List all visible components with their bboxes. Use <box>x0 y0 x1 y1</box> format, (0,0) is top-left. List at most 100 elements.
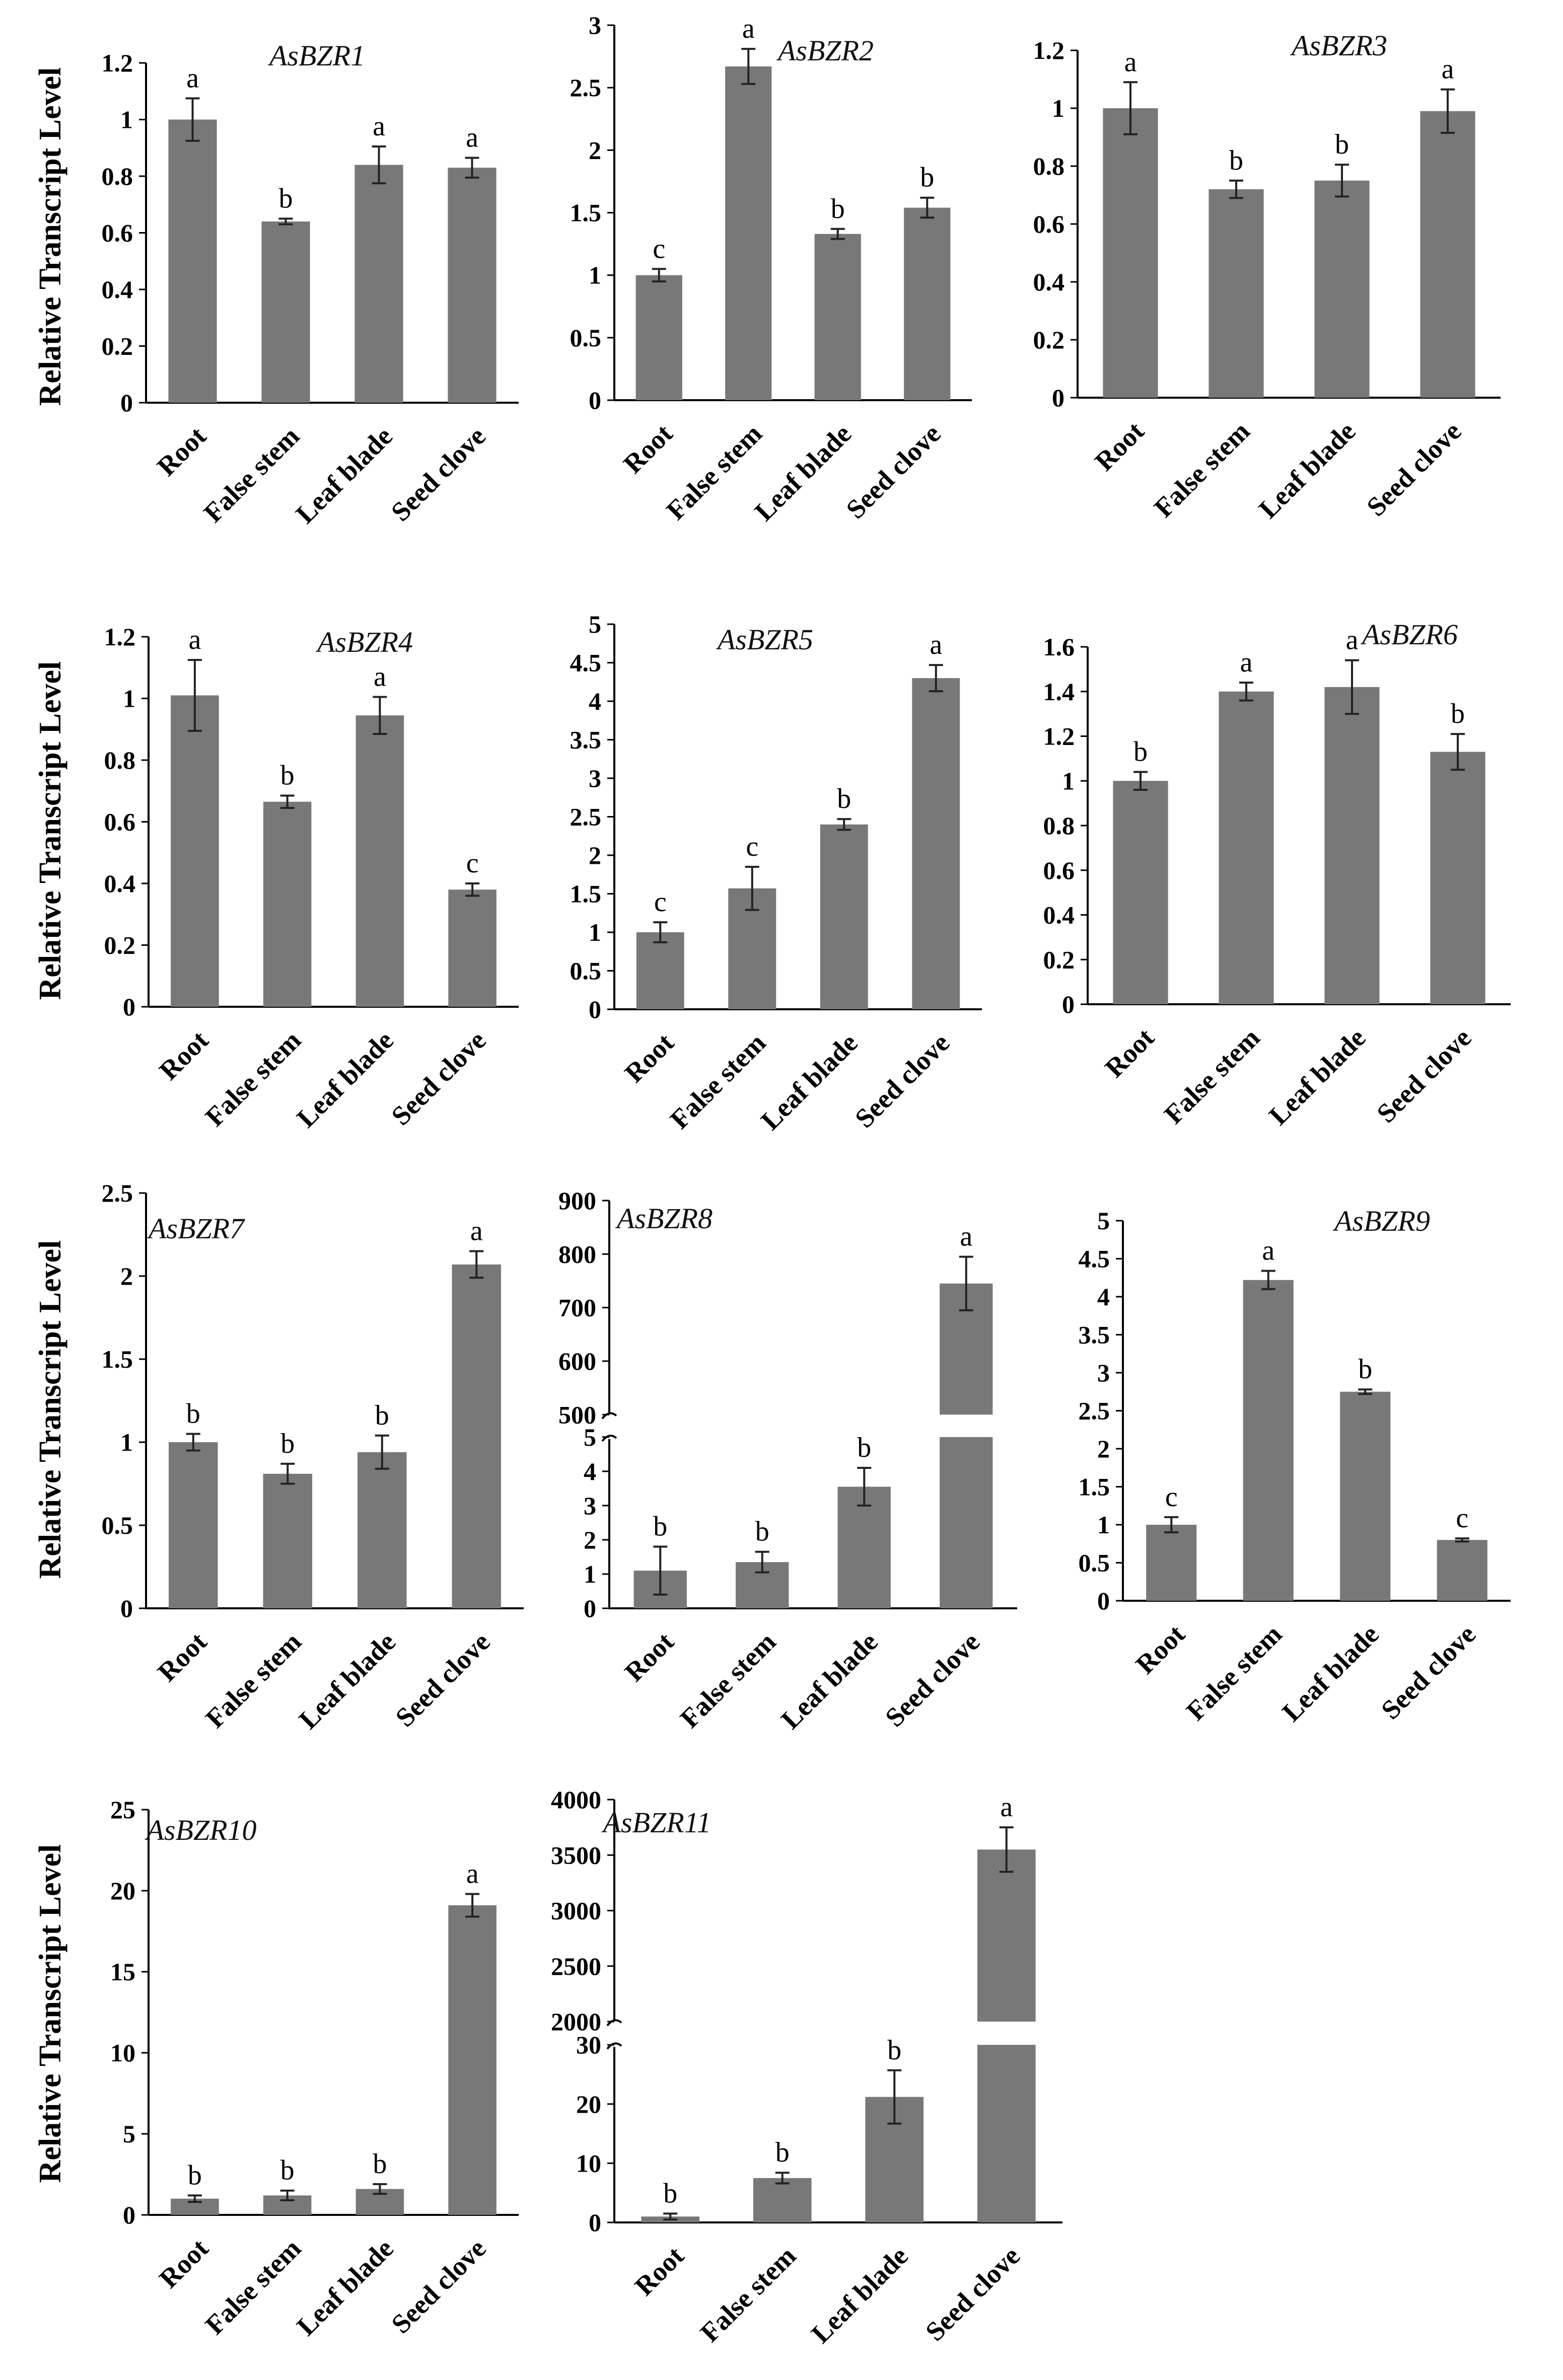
significance-letter: c <box>1165 1481 1178 1513</box>
y-tick-label: 2 <box>584 1526 596 1554</box>
chart-AsBZR4: 0 0.2 0.4 0.6 0.8 1 1.2 a Root b False stem a Leaf b… <box>104 623 519 1133</box>
significance-letter: b <box>831 193 845 225</box>
bar <box>837 1486 891 1608</box>
bar <box>448 889 496 1007</box>
significance-letter: b <box>837 783 851 814</box>
y-tick-label: 1 <box>589 261 601 289</box>
bar <box>1314 180 1370 398</box>
y-tick-label: 1.5 <box>1079 1473 1110 1501</box>
y-tick-label: 1 <box>1052 94 1064 122</box>
bar <box>168 119 217 403</box>
x-tick-label: Seed clove <box>386 2233 492 2339</box>
significance-letter: a <box>1240 647 1253 678</box>
chart-AsBZR5: 0 0.5 1 1.5 2 2.5 3 3.5 4 4.5 5 c Root c False stem b Le… <box>570 610 982 1136</box>
y-tick-label: 4.5 <box>570 649 602 677</box>
bar <box>820 824 868 1009</box>
y-tick-label: 0 <box>1062 990 1075 1018</box>
significance-letter: c <box>466 848 479 879</box>
bar <box>1113 781 1168 1004</box>
bar <box>358 1452 407 1608</box>
x-tick-label: Leaf blade <box>755 1027 863 1136</box>
axis-break-mark <box>601 1412 617 1420</box>
y-tick-label: 4 <box>584 1457 596 1485</box>
y-tick-label: 5 <box>584 1423 596 1451</box>
y-tick-label: 0.5 <box>1079 1549 1110 1577</box>
y-tick-label: 1 <box>123 685 135 713</box>
y-tick-label: 1.5 <box>102 1345 133 1373</box>
bar <box>1430 752 1485 1004</box>
chart-title: AsBZR9 <box>1332 1205 1430 1237</box>
y-tick-label: 700 <box>558 1294 596 1322</box>
significance-letter: b <box>857 1432 871 1463</box>
y-tick-label: 2.5 <box>1079 1397 1110 1425</box>
y-tick-label: 3 <box>589 11 601 39</box>
bar <box>1146 1525 1197 1601</box>
x-tick-label: Leaf blade <box>1253 416 1361 524</box>
y-tick-label: 3.5 <box>1079 1321 1110 1349</box>
y-tick-label: 2000 <box>551 2007 601 2036</box>
y-tick-label: 30 <box>576 2031 601 2059</box>
y-tick-label: 10 <box>110 2039 135 2067</box>
y-tick-label: 25 <box>110 1796 135 1824</box>
y-tick-label: 0.5 <box>570 957 602 985</box>
y-tick-label: 0.2 <box>1043 945 1075 974</box>
bar <box>725 66 772 400</box>
chart-AsBZR9: 0 0.5 1 1.5 2 2.5 3 3.5 4 4.5 5 c Root a False stem b Le… <box>1079 1205 1511 1727</box>
y-tick-label: 600 <box>558 1347 596 1375</box>
y-tick-label: 0 <box>123 2201 135 2229</box>
significance-letter: b <box>279 183 293 214</box>
y-tick-label: 1 <box>584 1560 596 1588</box>
y-tick-label: 2 <box>1097 1435 1110 1463</box>
x-tick-label: Seed clove <box>1361 416 1467 522</box>
y-tick-label: 2 <box>120 1262 133 1290</box>
x-tick-label: Leaf blade <box>1276 1619 1384 1727</box>
y-axis-title: Relative Transcript Level <box>33 661 67 1000</box>
bar <box>448 1905 496 2215</box>
bar <box>1243 1280 1294 1601</box>
bar <box>1103 108 1158 398</box>
y-tick-label: 0.6 <box>1033 210 1065 238</box>
y-axis-title: Relative Transcript Level <box>33 67 67 406</box>
y-tick-label: 0.4 <box>1043 901 1075 929</box>
y-tick-label: 0.2 <box>102 332 133 360</box>
x-tick-label: Leaf blade <box>291 2233 399 2341</box>
x-tick-label: Leaf blade <box>293 1626 401 1735</box>
y-tick-label: 0.5 <box>570 324 602 352</box>
x-tick-label: Seed clove <box>849 1027 955 1134</box>
y-tick-label: 4 <box>589 687 601 715</box>
y-tick-label: 3.5 <box>570 726 602 754</box>
y-tick-label: 1.6 <box>1043 633 1075 661</box>
chart-title: AsBZR11 <box>601 1806 712 1839</box>
y-tick-label: 1.2 <box>102 49 133 77</box>
significance-letter: a <box>1000 1792 1013 1823</box>
x-tick-label: Root <box>617 418 678 479</box>
x-tick-label: Seed clove <box>840 418 947 525</box>
significance-letter: c <box>654 886 667 918</box>
x-tick-label: Root <box>1130 1619 1191 1680</box>
bar <box>452 1264 501 1608</box>
x-tick-label: Leaf blade <box>775 1626 883 1735</box>
x-tick-label: False stem <box>1180 1619 1288 1726</box>
significance-letter: a <box>470 1216 483 1247</box>
significance-letter: b <box>920 162 934 193</box>
y-tick-label: 0.8 <box>104 746 136 774</box>
x-tick-label: Root <box>153 1025 214 1086</box>
significance-letter: a <box>186 62 199 94</box>
bar <box>354 165 403 403</box>
chart-title: AsBZR4 <box>315 626 413 658</box>
y-tick-label: 0.6 <box>1043 856 1075 884</box>
y-axis-title: Relative Transcript Level <box>33 1844 67 2183</box>
y-tick-label: 5 <box>589 610 601 638</box>
y-tick-label: 500 <box>558 1400 596 1429</box>
significance-letter: a <box>1346 625 1359 656</box>
significance-letter: a <box>466 1858 479 1889</box>
y-tick-label: 900 <box>558 1186 596 1215</box>
y-tick-label: 800 <box>558 1240 596 1268</box>
y-tick-label: 1.2 <box>1033 36 1065 64</box>
bar-lower <box>977 2045 1036 2222</box>
significance-letter: b <box>1335 129 1349 160</box>
y-tick-label: 1.2 <box>104 623 136 651</box>
y-tick-label: 3 <box>584 1492 596 1520</box>
bar <box>1437 1540 1487 1601</box>
